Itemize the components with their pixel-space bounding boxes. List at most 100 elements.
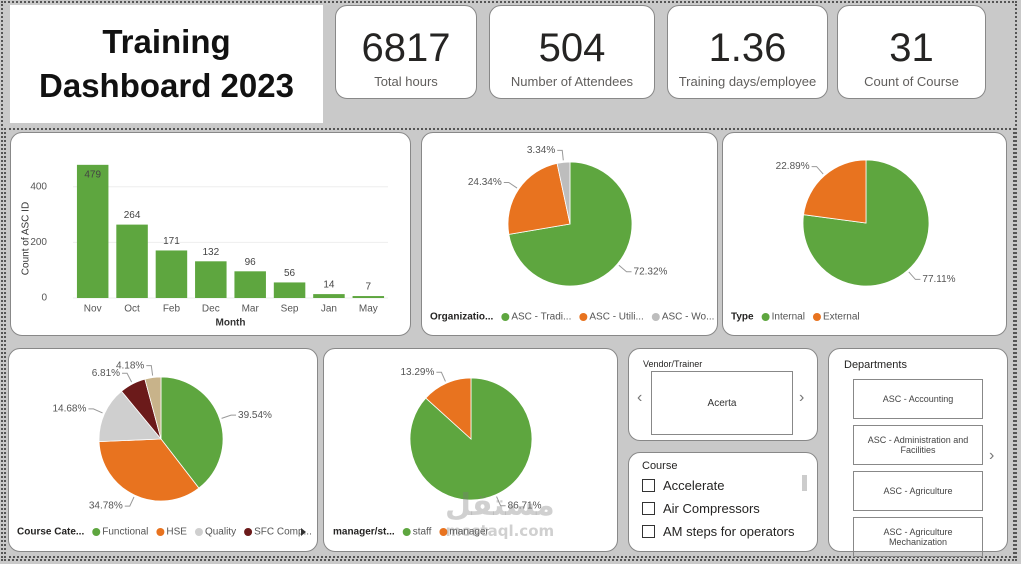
pie-slice [160,376,224,489]
y-tick-label: 0 [41,293,47,304]
x-tick-label: Dec [202,304,220,315]
leader-line [811,166,824,175]
bar [352,296,385,298]
item-label: AM steps for operators [663,524,795,539]
legend-entry: staff [413,527,432,538]
data-label: 34.78% [89,501,123,512]
data-label: 7 [366,282,372,293]
legend-swatch [501,313,510,321]
checkbox[interactable] [642,502,655,515]
kpi-card: 504 Number of Attendees [489,5,655,99]
data-label: 171 [163,236,180,247]
leader-line [146,365,154,376]
dashboard-title: Training Dashboard 2023 [10,5,323,123]
leader-line [88,408,103,414]
x-tick-label: Sep [281,304,299,315]
slicer-title: Course [642,460,678,472]
leader-line [436,371,446,382]
legend-entry: Quality [205,527,236,538]
leader-line [124,496,135,507]
data-label: 13.29% [400,367,434,378]
legend-swatch [439,528,448,536]
data-label: 14 [323,280,335,291]
leader-line [221,414,237,419]
kpi-card: 31 Count of Course [837,5,986,99]
legend-entry: HSE [166,527,187,538]
x-tick-label: Mar [242,304,260,315]
course-slicer: Course Accelerate Air Compressors AM ste… [628,452,818,552]
leader-line [908,271,921,280]
prev-button[interactable]: ‹ [637,389,643,406]
data-label: 6.81% [92,368,120,379]
kpi-value: 504 [538,26,606,70]
vendor-slicer: Vendor/Trainer ‹ Acerta › [628,348,818,441]
slicer-item[interactable]: Accelerate [642,474,817,497]
slicer-tile[interactable]: ASC - Agriculture [853,471,983,511]
kpi-label: Number of Attendees [510,74,634,89]
pie-slice [425,377,472,440]
kpi-card: 1.36 Training days/employee [667,5,828,99]
kpi-value: 31 [889,26,934,70]
legend-swatch [812,313,821,321]
legend-entry: ASC - Tradi... [511,312,571,323]
legend-entry: manager [449,527,489,538]
pie-slice [556,161,571,225]
kpi-label: Training days/employee [678,74,817,89]
data-label: 264 [124,210,141,221]
x-tick-label: Oct [124,304,140,315]
slicer-item[interactable]: Air Compressors [642,497,817,520]
leader-line [496,496,506,507]
checkbox[interactable] [642,479,655,492]
y-axis-label: Count of ASC ID [21,202,32,275]
legend-title: Organizatio... [430,312,494,323]
data-label: 72.32% [634,266,668,277]
scrollbar[interactable] [802,475,807,491]
data-label: 22.89% [776,161,810,172]
leader-line [503,181,518,189]
bar [234,271,266,298]
legend-entry: Internal [772,312,805,323]
checkbox[interactable] [642,525,655,538]
leader-line [557,149,564,161]
data-label: 86.71% [508,500,542,511]
x-axis-label: Month [216,318,246,329]
pie-slice [98,390,162,443]
kpi-value: 1.36 [708,26,787,70]
leader-line [122,372,133,383]
legend-title: manager/st... [333,527,395,538]
slicer-title: Departments [844,359,907,371]
legend-title: Course Cate... [17,527,84,538]
x-tick-label: Jan [321,304,337,315]
pie-slice [98,438,200,502]
slicer-item[interactable]: AM steps for operators [642,520,817,543]
legend-swatch [194,528,203,536]
data-label: 56 [284,268,296,279]
slicer-tile[interactable]: ASC - Agriculture Mechanization [853,517,983,557]
x-tick-label: May [359,304,378,315]
bar [195,261,227,298]
bar [76,164,109,298]
slicer-tile[interactable]: Acerta [651,371,793,435]
kpi-label: Count of Course [864,74,959,89]
kpi-label: Total hours [374,74,438,89]
legend-entry: ASC - Wo... [662,312,715,323]
y-tick-label: 200 [30,237,47,248]
watermark-latin: mostaql.com [445,522,555,540]
slicer-tile[interactable]: ASC - Accounting [853,379,983,419]
x-tick-label: Feb [163,304,181,315]
bar [155,250,188,298]
bar-card [10,132,411,336]
bar [273,282,306,298]
data-label: 96 [245,257,257,268]
legend-swatch [579,313,588,321]
next-button[interactable]: › [989,447,995,464]
report-frame [4,128,1015,558]
legend-entry: Functional [102,527,148,538]
slicer-title: Vendor/Trainer [643,359,703,369]
next-button[interactable]: › [799,389,805,406]
legend-swatch [92,528,101,536]
legend-title: Type [731,312,754,323]
slicer-tile[interactable]: ASC - Administration and Facilities [853,425,983,465]
